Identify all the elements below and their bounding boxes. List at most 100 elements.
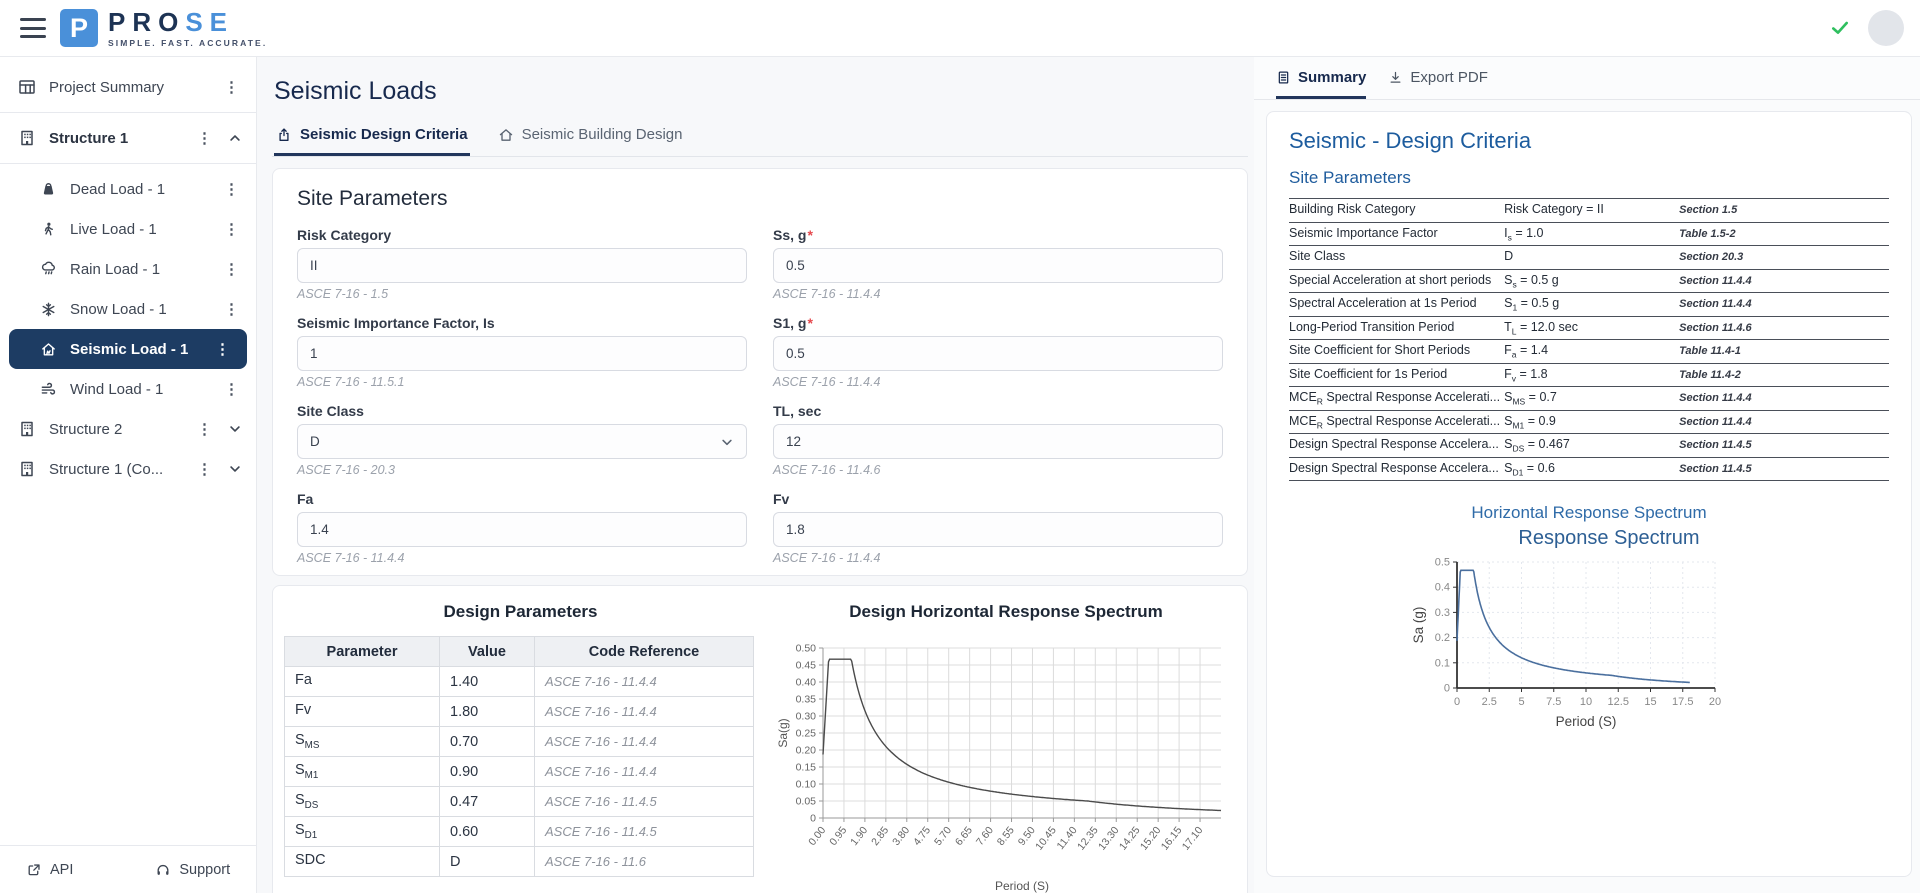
svg-text:0.3: 0.3: [1435, 607, 1450, 619]
chevron-up-icon[interactable]: [228, 131, 242, 145]
importance-factor-input[interactable]: [297, 336, 747, 371]
sidebar-item-snow-load[interactable]: Snow Load - 1 ⋮: [0, 289, 256, 329]
table-row: SDCDASCE 7-16 - 11.6: [285, 847, 754, 877]
grid-table-icon: [18, 78, 36, 96]
svg-text:17.5: 17.5: [1672, 696, 1693, 708]
kebab-menu-icon[interactable]: ⋮: [221, 380, 242, 399]
required-asterisk: *: [807, 315, 812, 331]
code-reference-helper: ASCE 7-16 - 11.4.4: [773, 287, 1223, 301]
sidebar-item-rain-load[interactable]: Rain Load - 1 ⋮: [0, 249, 256, 289]
site-parameters-heading: Site Parameters: [297, 187, 1223, 211]
svg-text:0.25: 0.25: [796, 728, 817, 740]
kebab-menu-icon[interactable]: ⋮: [221, 260, 242, 279]
svg-text:0: 0: [1454, 696, 1460, 708]
kebab-menu-icon[interactable]: ⋮: [194, 460, 215, 479]
svg-text:Period (S): Period (S): [1556, 714, 1617, 729]
svg-text:15.20: 15.20: [1138, 824, 1164, 852]
tab-summary[interactable]: Summary: [1276, 69, 1366, 99]
svg-text:0.30: 0.30: [796, 711, 817, 723]
table-row: Building Risk CategoryRisk Category = II…: [1289, 199, 1889, 223]
sidebar-item-label: Seismic Load - 1: [70, 341, 199, 358]
sidebar-item-live-load[interactable]: Live Load - 1 ⋮: [0, 209, 256, 249]
summary-site-parameters-table: Building Risk CategoryRisk Category = II…: [1289, 198, 1889, 481]
svg-text:14.25: 14.25: [1117, 824, 1143, 852]
sidebar-item-label: Structure 2: [49, 421, 181, 438]
svg-text:0.50: 0.50: [796, 643, 817, 655]
document-icon: [1276, 70, 1291, 85]
table-row: Fa1.40ASCE 7-16 - 11.4.4: [285, 667, 754, 697]
summary-response-spectrum-chart: 00.10.20.30.40.502.557.51012.51517.520Pe…: [1289, 550, 1889, 736]
chevron-down-icon[interactable]: [228, 422, 242, 436]
svg-text:0: 0: [810, 813, 816, 825]
table-row: Spectral Acceleration at 1s PeriodS1 = 0…: [1289, 293, 1889, 317]
tl-sec-input[interactable]: [773, 424, 1223, 459]
kebab-menu-icon[interactable]: ⋮: [221, 300, 242, 319]
sidebar-item-structure-2[interactable]: Structure 2 ⋮: [0, 409, 256, 449]
chevron-down-icon: [720, 435, 734, 449]
summary-heading: Seismic - Design Criteria: [1289, 128, 1889, 154]
kebab-menu-icon[interactable]: ⋮: [221, 220, 242, 239]
required-asterisk: *: [807, 227, 812, 243]
svg-text:12.5: 12.5: [1608, 696, 1629, 708]
sidebar-item-seismic-load[interactable]: Seismic Load - 1 ⋮: [9, 329, 247, 369]
kebab-menu-icon[interactable]: ⋮: [212, 340, 233, 359]
sidebar-item-dead-load[interactable]: Dead Load - 1 ⋮: [0, 169, 256, 209]
design-response-spectrum-chart: 00.050.100.150.200.250.300.350.400.450.5…: [775, 636, 1237, 893]
code-reference-helper: ASCE 7-16 - 11.4.6: [773, 463, 1223, 477]
svg-text:4.75: 4.75: [911, 824, 933, 848]
svg-text:8.55: 8.55: [995, 824, 1017, 848]
kebab-menu-icon[interactable]: ⋮: [221, 78, 242, 97]
rain-cloud-icon: [40, 261, 57, 278]
sidebar: Project Summary ⋮ Structure 1 ⋮ Dead: [0, 57, 257, 893]
code-reference-helper: ASCE 7-16 - 11.4.4: [773, 551, 1223, 565]
page-title: Seismic Loads: [274, 77, 1248, 106]
field-risk-category: Risk Category ASCE 7-16 - 1.5: [297, 227, 747, 301]
code-reference-helper: ASCE 7-16 - 11.5.1: [297, 375, 747, 389]
svg-text:0.5: 0.5: [1435, 557, 1450, 569]
svg-text:3.80: 3.80: [890, 824, 912, 848]
fv-input[interactable]: [773, 512, 1223, 547]
svg-text:2.85: 2.85: [869, 824, 891, 848]
kebab-menu-icon[interactable]: ⋮: [194, 420, 215, 439]
prose-logo[interactable]: P PROSE SIMPLE. FAST. ACCURATE.: [60, 9, 267, 48]
tab-label: Export PDF: [1410, 69, 1488, 86]
seismic-house-icon: [40, 341, 57, 358]
risk-category-input[interactable]: [297, 248, 747, 283]
svg-text:7.60: 7.60: [974, 824, 996, 848]
support-label: Support: [179, 862, 230, 878]
support-link[interactable]: Support: [155, 862, 230, 878]
spectrum-heading: Horizontal Response Spectrum: [1289, 503, 1889, 523]
kebab-menu-icon[interactable]: ⋮: [221, 180, 242, 199]
column-header: Value: [440, 637, 535, 667]
s1-g-input[interactable]: [773, 336, 1223, 371]
hamburger-menu-icon[interactable]: [20, 18, 46, 38]
tab-seismic-building-design[interactable]: Seismic Building Design: [496, 120, 685, 156]
table-row: SM10.90ASCE 7-16 - 11.4.4: [285, 757, 754, 787]
fa-input[interactable]: [297, 512, 747, 547]
tab-seismic-design-criteria[interactable]: Seismic Design Criteria: [274, 120, 470, 156]
export-pdf-button[interactable]: Export PDF: [1388, 69, 1488, 99]
table-row: SDS0.47ASCE 7-16 - 11.4.5: [285, 787, 754, 817]
svg-text:10: 10: [1580, 696, 1592, 708]
chevron-down-icon[interactable]: [228, 462, 242, 476]
svg-text:1.90: 1.90: [848, 824, 870, 848]
api-link[interactable]: API: [26, 862, 73, 878]
svg-text:0: 0: [1444, 683, 1450, 695]
svg-text:2.5: 2.5: [1482, 696, 1497, 708]
external-link-icon: [26, 862, 42, 878]
sidebar-item-label: Rain Load - 1: [70, 261, 208, 278]
sidebar-item-structure-1[interactable]: Structure 1 ⋮: [0, 118, 256, 158]
logo-tagline: SIMPLE. FAST. ACCURATE.: [108, 38, 267, 48]
column-header: Parameter: [285, 637, 440, 667]
sidebar-item-wind-load[interactable]: Wind Load - 1 ⋮: [0, 369, 256, 409]
kebab-menu-icon[interactable]: ⋮: [194, 129, 215, 148]
site-class-select[interactable]: D: [297, 424, 747, 459]
svg-text:5: 5: [1518, 696, 1524, 708]
field-tl-sec: TL, sec ASCE 7-16 - 11.4.6: [773, 403, 1223, 477]
ss-g-input[interactable]: [773, 248, 1223, 283]
sidebar-item-structure-1-copy[interactable]: Structure 1 (Co... ⋮: [0, 449, 256, 489]
sidebar-item-project-summary[interactable]: Project Summary ⋮: [0, 67, 256, 107]
main-content: Seismic Loads Seismic Design Criteria Se…: [257, 57, 1254, 893]
avatar[interactable]: [1868, 10, 1904, 46]
sidebar-item-label: Structure 1 (Co...: [49, 461, 181, 478]
